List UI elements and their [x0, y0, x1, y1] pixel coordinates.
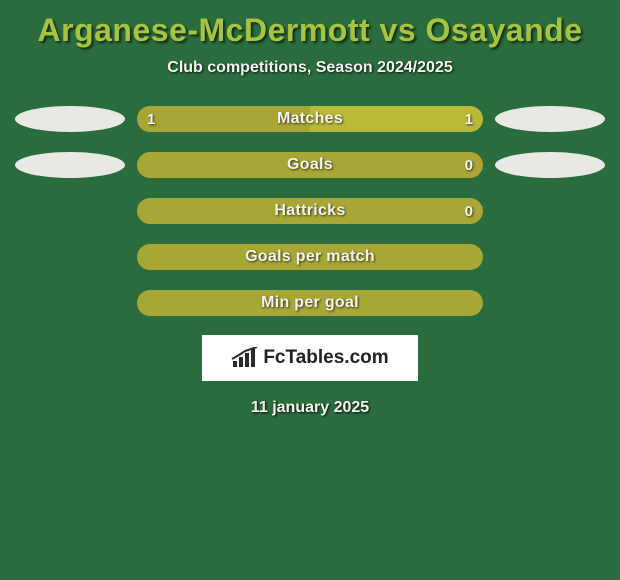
- logo-text-tables: Tables.com: [286, 347, 389, 368]
- logo-text: FcTables.com: [263, 347, 388, 369]
- stat-row: 0Hattricks: [10, 197, 610, 225]
- stats-rows: 11Matches 0Goals 0Hattricks Goals per match…: [10, 105, 610, 317]
- stat-label: Goals per match: [137, 244, 483, 270]
- stats-card: Arganese-McDermott vs Osayande Club comp…: [0, 0, 620, 580]
- stat-row: Goals per match: [10, 243, 610, 271]
- player-left-ellipse: [15, 106, 125, 132]
- stat-label: Matches: [137, 106, 483, 132]
- logo-text-fc: Fc: [263, 347, 285, 368]
- bar-chart-icon: [231, 347, 259, 369]
- footer-date: 11 january 2025: [10, 399, 610, 417]
- spacer: [15, 244, 125, 270]
- stat-bar: Min per goal: [137, 290, 483, 316]
- spacer: [15, 290, 125, 316]
- stat-row: 11Matches: [10, 105, 610, 133]
- stat-bar: 0Goals: [137, 152, 483, 178]
- stat-label: Min per goal: [137, 290, 483, 316]
- stat-bar: 0Hattricks: [137, 198, 483, 224]
- logo-box[interactable]: FcTables.com: [202, 335, 418, 381]
- stat-bar: Goals per match: [137, 244, 483, 270]
- player-right-ellipse: [495, 106, 605, 132]
- spacer: [495, 198, 605, 224]
- stat-bar: 11Matches: [137, 106, 483, 132]
- spacer: [495, 244, 605, 270]
- player-right-ellipse: [495, 152, 605, 178]
- stat-row: Min per goal: [10, 289, 610, 317]
- stat-row: 0Goals: [10, 151, 610, 179]
- subtitle: Club competitions, Season 2024/2025: [10, 59, 610, 77]
- stat-label: Goals: [137, 152, 483, 178]
- stat-label: Hattricks: [137, 198, 483, 224]
- spacer: [495, 290, 605, 316]
- player-left-ellipse: [15, 152, 125, 178]
- page-title: Arganese-McDermott vs Osayande: [10, 12, 610, 49]
- spacer: [15, 198, 125, 224]
